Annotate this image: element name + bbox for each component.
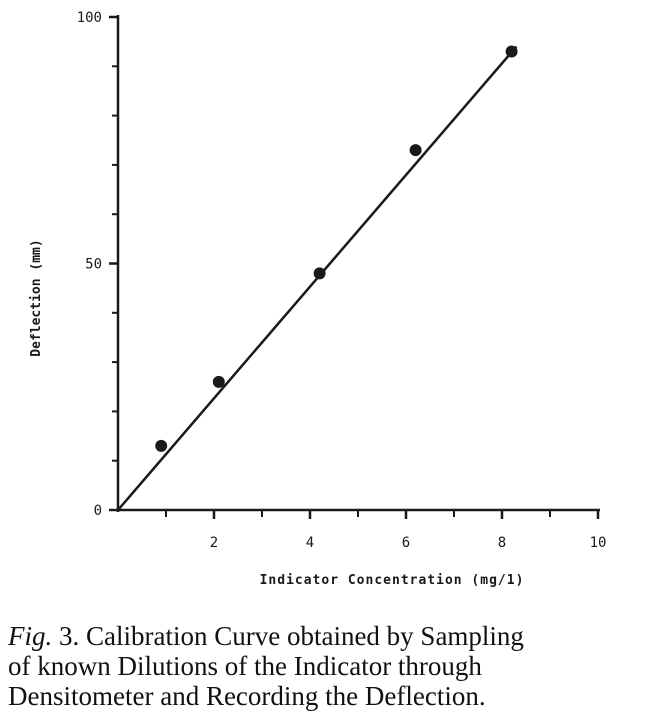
x-tick-label: 4	[306, 535, 314, 551]
caption-line: Densitometer and Recording the Deflectio…	[8, 681, 486, 711]
data-point	[505, 45, 518, 58]
data-point	[155, 439, 168, 452]
data-point	[409, 144, 422, 157]
caption: Fig. 3. Calibration Curve obtained by Sa…	[7, 621, 524, 651]
caption-label: Fig.	[7, 621, 52, 651]
caption-line: 3. Calibration Curve obtained by Samplin…	[59, 621, 524, 651]
data-point	[212, 375, 225, 388]
caption-line: of known Dilutions of the Indicator thro…	[8, 651, 482, 681]
data-point	[313, 267, 326, 280]
y-axis-label: Deflection (mm)	[29, 239, 44, 356]
x-tick-label: 6	[402, 535, 410, 551]
y-tick-label: 0	[94, 503, 102, 519]
x-axis-label: Indicator Concentration (mg/1)	[260, 573, 525, 588]
y-tick-label: 100	[77, 10, 102, 26]
x-tick-label: 10	[590, 535, 607, 551]
x-tick-label: 2	[210, 535, 218, 551]
y-tick-label: 50	[85, 257, 102, 273]
x-tick-label: 8	[498, 535, 506, 551]
